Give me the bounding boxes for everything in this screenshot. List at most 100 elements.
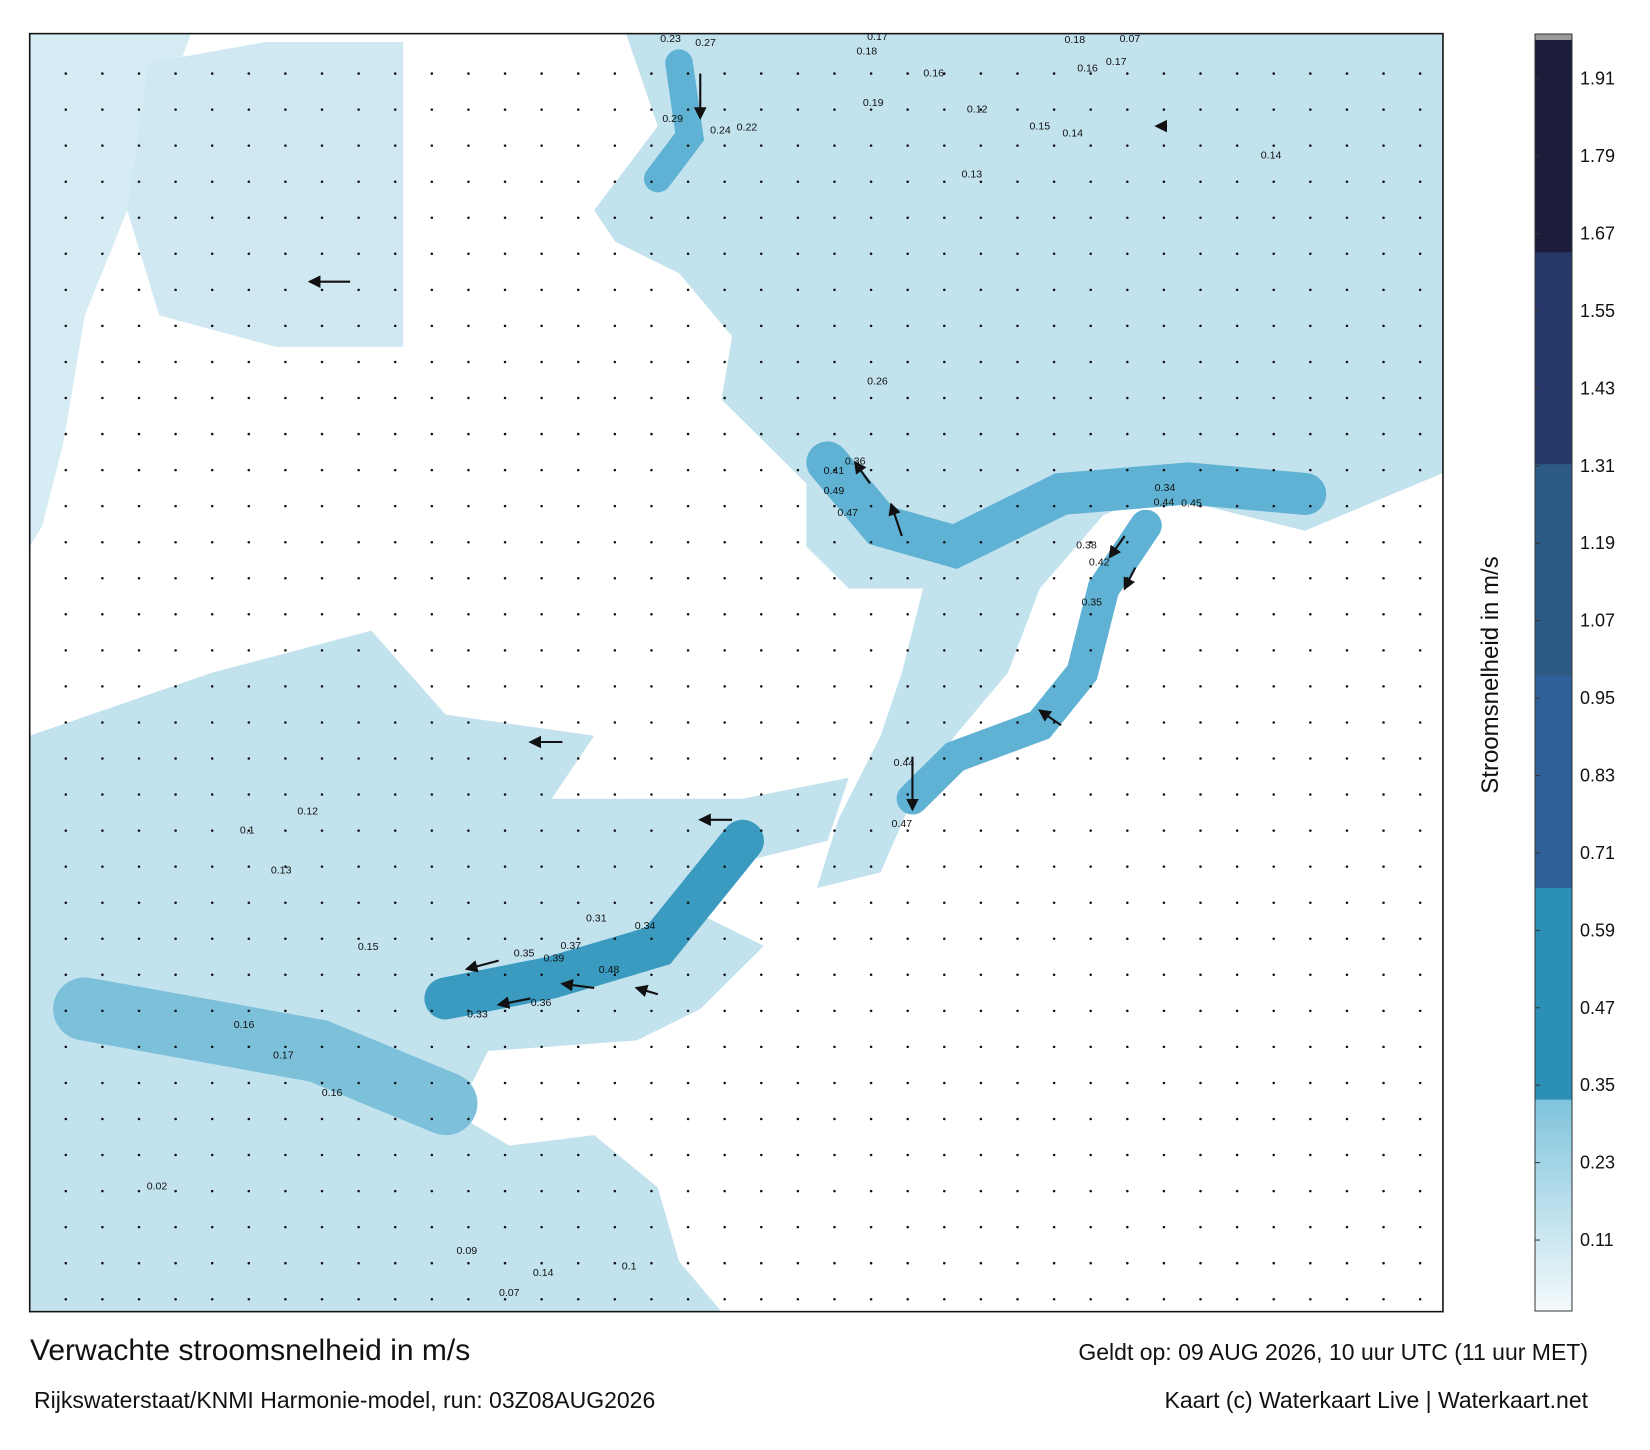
current-dot <box>64 540 68 544</box>
current-dot <box>174 1009 177 1013</box>
current-dot <box>979 504 983 508</box>
current-dot <box>101 1117 104 1121</box>
current-dot <box>1345 685 1349 688</box>
current-dot <box>174 973 177 977</box>
current-dot <box>686 829 690 832</box>
current-dot <box>759 901 763 904</box>
current-dot <box>503 468 507 472</box>
current-dot <box>869 649 873 652</box>
current-dot <box>613 757 617 760</box>
current-dot <box>1272 1117 1276 1121</box>
current-dot <box>1199 576 1202 580</box>
current-dot <box>906 540 909 544</box>
current-dot <box>137 1189 141 1193</box>
speed-label: 0.13 <box>962 169 983 181</box>
current-dot <box>503 1297 507 1301</box>
current-dot <box>467 1189 470 1193</box>
current-dot <box>247 252 251 256</box>
current-dot <box>320 829 324 832</box>
current-dot <box>247 649 251 652</box>
current-dot <box>869 540 873 544</box>
current-dot <box>1126 540 1129 544</box>
current-dot <box>1345 576 1349 580</box>
valid-time: Geldt op: 09 AUG 2026, 10 uur UTC (11 uu… <box>1078 1339 1588 1365</box>
current-dot <box>1309 829 1312 832</box>
current-dot <box>979 1045 983 1049</box>
current-dot <box>1052 757 1056 760</box>
current-dot <box>576 685 580 688</box>
current-dot <box>979 757 983 760</box>
current-dot <box>1126 576 1129 580</box>
current-dot <box>1345 144 1349 147</box>
water <box>29 630 849 1312</box>
current-dot <box>1309 649 1312 652</box>
current-dot <box>1272 937 1276 941</box>
current-dot <box>101 540 104 544</box>
current-dot <box>1199 973 1202 977</box>
current-dot <box>1345 1153 1349 1157</box>
current-dot <box>210 504 214 508</box>
current-dot <box>174 324 177 328</box>
current-dot <box>284 504 287 508</box>
current-dot <box>943 1225 946 1229</box>
current-dot <box>1235 685 1239 688</box>
current-dot <box>1235 613 1239 616</box>
current-dot <box>357 901 360 904</box>
current-dot <box>686 1117 690 1121</box>
current-dot <box>1016 324 1019 328</box>
current-dot <box>64 72 68 75</box>
current-dot <box>869 937 873 941</box>
current-dot <box>943 901 946 904</box>
current-dot <box>1272 108 1276 111</box>
current-dot <box>540 1297 543 1301</box>
current-dot <box>943 468 946 472</box>
current-dot <box>759 613 763 616</box>
current-dot <box>759 540 763 544</box>
current-dot <box>686 72 690 75</box>
current-dot <box>796 829 800 832</box>
current-dot <box>1309 72 1312 75</box>
current-dot <box>1235 793 1239 796</box>
current-dot <box>467 1009 470 1013</box>
current-dot <box>613 613 617 616</box>
current-dot <box>1199 1081 1202 1085</box>
current-dot <box>247 1189 251 1193</box>
current-dot <box>174 432 177 436</box>
current-dot <box>1126 432 1129 436</box>
speed-label: 0.49 <box>824 485 845 497</box>
current-grid <box>64 72 1422 1301</box>
current-dot <box>943 360 946 364</box>
current-dot <box>796 468 800 472</box>
current-dot <box>174 1189 177 1193</box>
current-dot <box>1126 1297 1129 1301</box>
current-dot <box>1309 324 1312 328</box>
current-dot <box>503 180 507 183</box>
current-dot <box>1272 252 1276 256</box>
current-dot <box>759 757 763 760</box>
current-dot <box>979 793 983 796</box>
current-dot <box>943 576 946 580</box>
current-dot <box>467 144 470 147</box>
current-dot <box>137 1261 141 1265</box>
current-dot <box>247 721 251 724</box>
current-dot <box>503 504 507 508</box>
current-dot <box>613 504 617 508</box>
current-dot <box>943 613 946 616</box>
current-dot <box>393 937 397 941</box>
current-dot <box>576 216 580 220</box>
current-dot <box>64 180 68 183</box>
current-dot <box>64 108 68 111</box>
colorbar-band <box>1535 251 1572 465</box>
current-dot <box>393 1009 397 1013</box>
current-dot <box>540 829 543 832</box>
current-dot <box>357 613 360 616</box>
current-dot <box>503 288 507 292</box>
current-dot <box>1199 757 1202 760</box>
current-dot <box>1272 649 1276 652</box>
current-dot <box>210 1009 214 1013</box>
current-dot <box>247 468 251 472</box>
current-dot <box>1309 468 1312 472</box>
speed-label: 0.12 <box>297 806 318 818</box>
current-dot <box>576 1153 580 1157</box>
current-dot <box>503 1081 507 1085</box>
